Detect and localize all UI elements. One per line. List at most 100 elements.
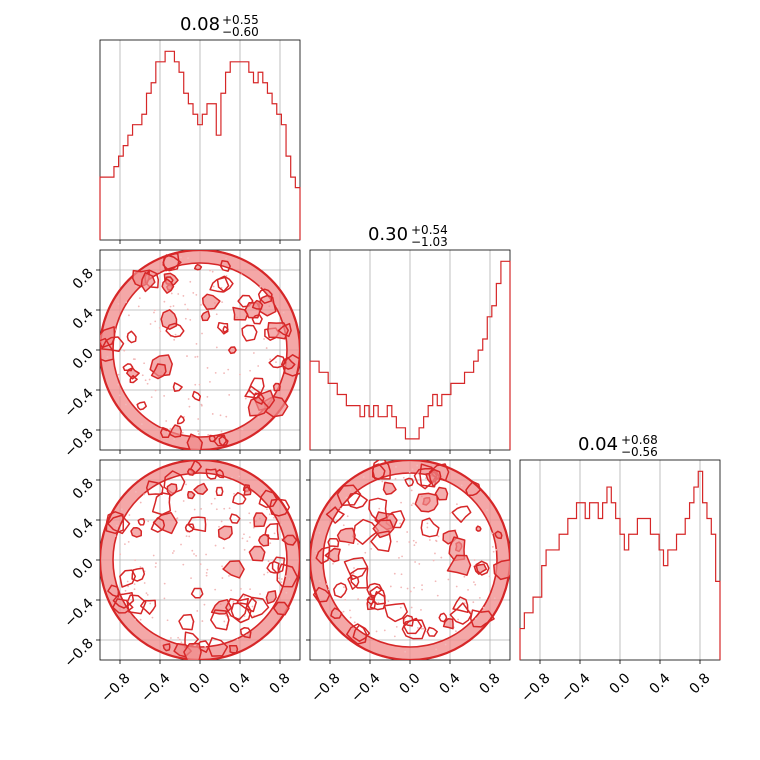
sample-point	[154, 566, 157, 568]
contour-blob	[315, 546, 331, 565]
sample-point	[249, 588, 251, 591]
sample-point	[273, 516, 275, 519]
sample-point	[332, 562, 334, 565]
x-tick-label: 0.8	[687, 670, 714, 697]
sample-point	[182, 500, 185, 502]
contour-blob	[426, 626, 438, 637]
sample-point	[186, 308, 189, 311]
sample-point	[285, 591, 288, 594]
sample-point	[223, 620, 226, 623]
sample-point	[143, 582, 146, 584]
sample-point	[199, 563, 202, 565]
contour-blob	[272, 382, 281, 392]
sample-point	[378, 507, 381, 510]
sample-point	[383, 629, 386, 632]
contour-blob	[449, 602, 473, 625]
contour-blob	[217, 321, 229, 335]
sample-point	[408, 541, 411, 543]
sample-point	[280, 581, 283, 584]
sample-point	[249, 369, 251, 372]
sample-point	[389, 585, 392, 588]
sample-point	[128, 314, 130, 317]
contour-blob	[163, 470, 186, 495]
sample-point	[189, 318, 192, 321]
sample-point	[456, 503, 458, 506]
contour-blob	[184, 523, 195, 533]
sample-point	[356, 543, 359, 545]
sample-point	[139, 618, 142, 621]
sample-point	[148, 378, 151, 381]
sample-point	[149, 602, 152, 605]
contour-blob	[229, 513, 241, 524]
x-tick-label: 0.0	[397, 670, 424, 697]
contour-blob	[346, 492, 368, 509]
contour-param-2-vs-param-3: −0.8 −0.4 0.0 0.4 0.8	[306, 459, 511, 706]
y-tick-label: 0.4	[70, 515, 97, 542]
sample-point	[174, 510, 177, 513]
sample-point	[139, 501, 142, 504]
sample-point	[146, 593, 149, 596]
sample-point	[409, 590, 412, 593]
sample-point	[158, 327, 161, 329]
contour-blob	[193, 263, 203, 271]
sample-point	[417, 627, 419, 629]
contour-blob	[382, 481, 397, 496]
contour-blob	[352, 624, 371, 642]
sample-point	[155, 270, 158, 273]
contour-blob	[178, 613, 195, 631]
sample-point	[201, 332, 203, 335]
contour-blob	[183, 642, 202, 660]
sample-point	[399, 606, 402, 609]
sample-point	[402, 476, 405, 479]
sample-point	[133, 588, 136, 591]
sample-point	[231, 476, 234, 479]
x-tick-label: 0.8	[477, 670, 504, 697]
sample-point	[128, 514, 131, 516]
title-param-2-plus: +0.54	[411, 223, 448, 237]
contour-blob	[207, 637, 229, 657]
sample-point	[395, 625, 398, 628]
contour-blob	[159, 426, 172, 439]
sample-point	[248, 512, 251, 515]
sample-point	[172, 305, 175, 307]
sample-point	[243, 533, 245, 536]
sample-point	[188, 535, 191, 538]
sample-point	[223, 372, 225, 375]
sample-point	[282, 311, 285, 314]
sample-point	[124, 589, 127, 592]
contour-blob	[187, 491, 196, 500]
sample-point	[173, 338, 176, 341]
sample-point	[206, 395, 209, 398]
sample-point	[117, 383, 120, 386]
x-tick-label: 0.8	[267, 670, 294, 697]
y-tick-label: 0.0	[70, 556, 97, 583]
sample-point	[421, 588, 423, 591]
sample-point	[145, 592, 148, 595]
contour-blob	[232, 306, 249, 321]
sample-point	[193, 508, 196, 511]
contour-blob	[434, 486, 449, 501]
contour-blob	[327, 537, 340, 548]
sample-point	[214, 371, 217, 374]
sample-point	[193, 553, 195, 555]
contour-blob	[265, 590, 277, 605]
y-tick-label: 0.8	[70, 476, 97, 503]
contour-blob	[131, 567, 146, 582]
sample-point	[349, 616, 352, 619]
sample-point	[184, 303, 187, 306]
sample-point	[344, 598, 347, 601]
sample-point	[215, 313, 218, 316]
contour-blob	[112, 598, 134, 614]
sample-point	[220, 430, 223, 433]
sample-point	[147, 520, 150, 523]
sample-point	[412, 502, 414, 505]
sample-point	[251, 605, 254, 608]
contour-blob	[248, 545, 266, 562]
contour-blob	[105, 511, 125, 535]
sample-point	[375, 630, 378, 633]
sample-point	[200, 507, 203, 510]
contour-blob	[209, 276, 230, 293]
contour-blob	[150, 363, 167, 380]
sample-point	[353, 621, 356, 624]
sample-point	[169, 427, 172, 430]
